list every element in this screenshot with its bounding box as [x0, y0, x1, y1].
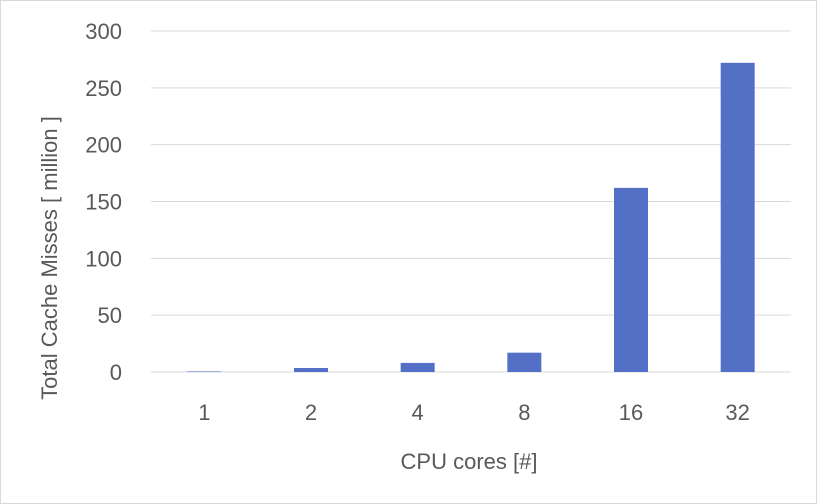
bar-1 [187, 371, 222, 372]
y-tick-label: 100 [85, 246, 122, 271]
x-tick-label: 2 [305, 400, 317, 425]
bar-32 [720, 62, 755, 373]
y-tick-labels: 0 50 100 150 200 250 300 [85, 19, 122, 385]
bar-16 [614, 187, 648, 372]
y-tick-label: 0 [110, 360, 122, 385]
x-tick-label: 8 [518, 400, 530, 425]
bar-8 [507, 352, 542, 372]
gridlines [151, 30, 791, 373]
bar-4 [400, 362, 435, 372]
y-axis-title: Total Cache Misses [ million ] [37, 116, 62, 400]
y-tick-label: 50 [98, 303, 122, 328]
y-tick-label: 150 [85, 190, 122, 215]
x-tick-label: 32 [725, 400, 749, 425]
x-tick-label: 1 [198, 400, 210, 425]
x-tick-label: 16 [619, 400, 643, 425]
x-tick-label: 4 [412, 400, 424, 425]
y-tick-label: 300 [85, 19, 122, 44]
y-tick-label: 250 [85, 76, 122, 101]
y-tick-label: 200 [85, 133, 122, 158]
x-axis-title: CPU cores [#] [401, 449, 538, 474]
bar-2 [294, 368, 328, 372]
bars [187, 62, 755, 373]
x-tick-labels: 1 2 4 8 16 32 [198, 400, 750, 425]
